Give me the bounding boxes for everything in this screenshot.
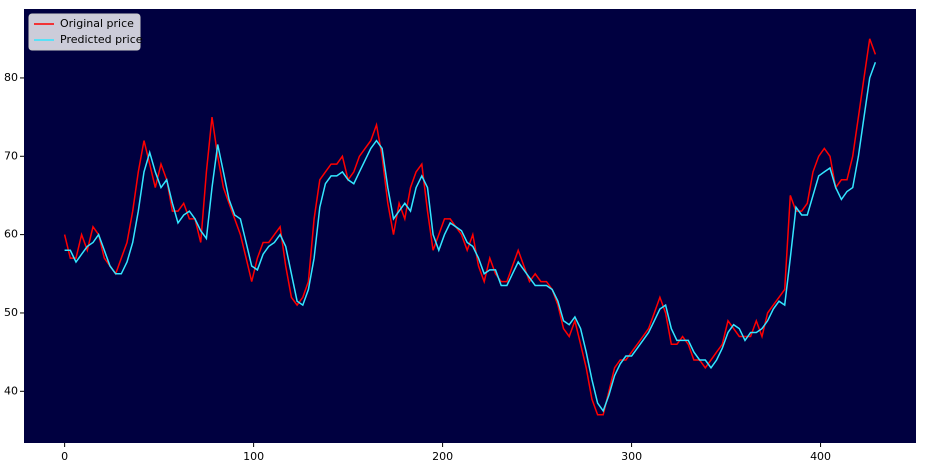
legend-box xyxy=(28,13,141,51)
legend-label: Predicted price xyxy=(60,33,143,46)
plot-area xyxy=(24,9,916,443)
y-tick-label: 70 xyxy=(4,149,18,162)
line xyxy=(63,38,877,416)
y-tick-label: 50 xyxy=(4,306,18,319)
y-tick-label: 40 xyxy=(4,384,18,397)
y-tick-label: 80 xyxy=(4,71,18,84)
y-tick-label: 60 xyxy=(4,228,18,241)
legend-label: Original price xyxy=(60,17,134,30)
x-tick-label: 300 xyxy=(621,450,642,463)
x-tick-label: 0 xyxy=(61,450,68,463)
x-tick-label: 200 xyxy=(432,450,453,463)
x-tick-label: 400 xyxy=(810,450,831,463)
x-tick-label: 100 xyxy=(243,450,264,463)
line xyxy=(64,62,877,413)
